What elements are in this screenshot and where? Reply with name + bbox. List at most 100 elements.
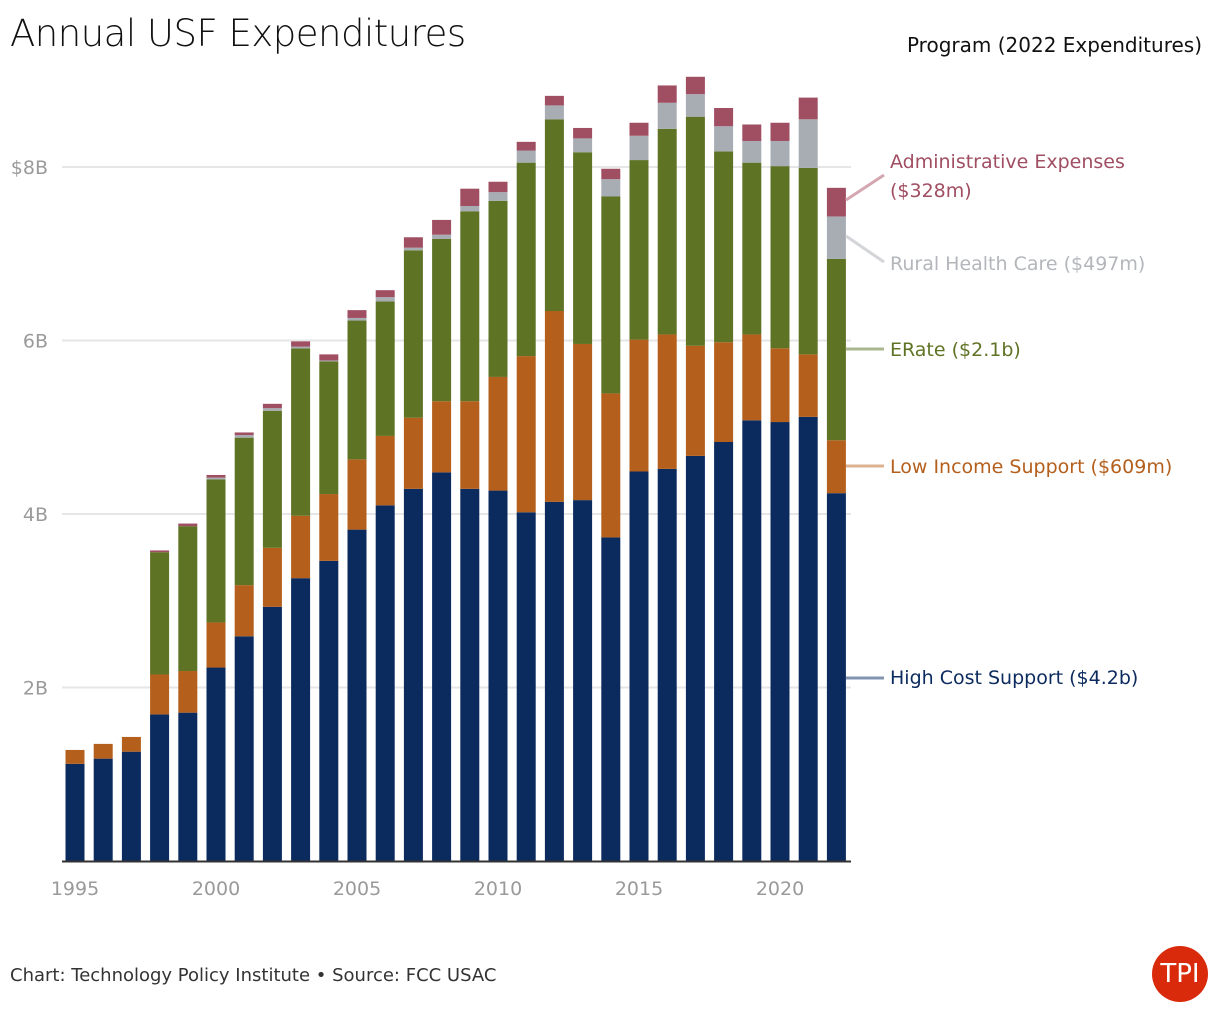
bar-segment-high-cost-support-2012 [544, 501, 564, 861]
bar-segment-rural-health-care-2013 [573, 138, 593, 153]
y-tick-label: 6B [23, 331, 48, 353]
bar-segment-administrative-expenses-2015 [629, 122, 649, 136]
bar-segment-low-income-support-2014 [601, 393, 621, 538]
bar-1996 [93, 743, 113, 861]
bar-segment-low-income-support-2005 [347, 459, 367, 530]
x-tick-label: 2005 [333, 878, 381, 900]
bar-segment-erate-2000 [206, 479, 226, 623]
bar-segment-low-income-support-2021 [798, 354, 818, 417]
bar-segment-administrative-expenses-2021 [798, 97, 818, 120]
bar-segment-rural-health-care-2017 [685, 94, 705, 117]
bar-segment-high-cost-support-1999 [178, 712, 198, 861]
bar-segment-erate-2004 [319, 361, 339, 495]
bar-2000 [206, 474, 226, 861]
bar-segment-rural-health-care-2008 [432, 234, 452, 240]
bar-segment-high-cost-support-2007 [403, 488, 423, 861]
bar-segment-low-income-support-1998 [150, 674, 170, 715]
bar-segment-rural-health-care-2014 [601, 179, 621, 197]
bar-segment-erate-2014 [601, 196, 621, 394]
bar-segment-low-income-support-2008 [432, 401, 452, 473]
bar-2014 [601, 168, 621, 861]
bar-segment-rural-health-care-2001 [234, 435, 254, 438]
bar-1997 [121, 736, 141, 861]
bar-segment-erate-2003 [291, 348, 311, 516]
bar-segment-rural-health-care-2016 [657, 102, 677, 129]
bar-segment-rural-health-care-2000 [206, 477, 226, 480]
bar-segment-high-cost-support-2006 [375, 505, 395, 861]
bar-segment-administrative-expenses-2007 [403, 237, 423, 248]
bar-segment-low-income-support-2019 [742, 334, 762, 421]
bar-segment-rural-health-care-2018 [714, 126, 734, 152]
bar-segment-erate-2002 [262, 410, 282, 548]
bar-segment-low-income-support-1997 [121, 736, 141, 752]
bar-segment-administrative-expenses-2004 [319, 354, 339, 361]
bar-segment-rural-health-care-2010 [488, 192, 508, 201]
x-tick-label: 1995 [51, 878, 99, 900]
bar-segment-high-cost-support-2015 [629, 471, 649, 861]
bar-segment-administrative-expenses-2005 [347, 310, 367, 318]
bar-segment-low-income-support-2001 [234, 585, 254, 637]
bar-2010 [488, 181, 508, 861]
bar-segment-erate-2008 [432, 239, 452, 402]
bar-2017 [685, 76, 705, 861]
bar-segment-low-income-support-2016 [657, 334, 677, 469]
bar-segment-high-cost-support-1997 [121, 751, 141, 861]
legend-title: Program (2022 Expenditures) [906, 33, 1202, 57]
label-admin-line2: ($328m) [890, 180, 972, 202]
bar-segment-rural-health-care-2004 [319, 360, 339, 362]
bar-segment-rural-health-care-2006 [375, 297, 395, 302]
bar-segment-rural-health-care-2012 [544, 105, 564, 120]
bar-segment-low-income-support-1996 [93, 743, 113, 759]
bar-segment-erate-2012 [544, 119, 564, 312]
source-credit: Chart: Technology Policy Institute • Sou… [10, 965, 497, 986]
bar-segment-erate-2011 [516, 162, 536, 357]
bar-segment-rural-health-care-2003 [291, 346, 311, 349]
bar-1998 [150, 550, 170, 861]
bar-2012 [544, 95, 564, 861]
bar-segment-rural-health-care-2019 [742, 140, 762, 163]
bar-2011 [516, 141, 536, 861]
bar-2016 [657, 85, 677, 861]
bar-segment-rural-health-care-2002 [262, 408, 282, 411]
bar-segment-low-income-support-2009 [460, 401, 480, 489]
bar-2007 [403, 237, 423, 861]
bar-segment-erate-2001 [234, 437, 254, 586]
bar-segment-rural-health-care-2009 [460, 206, 480, 212]
bar-segment-high-cost-support-2002 [262, 606, 282, 861]
bar-segment-high-cost-support-2022 [826, 493, 846, 861]
bar-segment-high-cost-support-2010 [488, 490, 508, 861]
x-tick-label: 2020 [756, 878, 804, 900]
bar-segment-administrative-expenses-2003 [291, 341, 311, 347]
bar-1995 [65, 749, 85, 861]
bar-segment-administrative-expenses-2019 [742, 124, 762, 141]
y-tick-label: 4B [23, 504, 48, 526]
bar-2022 [826, 187, 846, 861]
bar-segment-low-income-support-2010 [488, 376, 508, 491]
x-tick-label: 2000 [192, 878, 240, 900]
y-tick-label: $8B [11, 157, 48, 179]
bar-segment-erate-2006 [375, 301, 395, 436]
label-erate: ERate ($2.1b) [890, 339, 1021, 361]
bar-segment-erate-2017 [685, 116, 705, 346]
bar-1999 [178, 523, 198, 861]
bar-segment-administrative-expenses-1999 [178, 523, 198, 527]
bar-segment-administrative-expenses-2010 [488, 181, 508, 193]
bar-segment-erate-2007 [403, 250, 423, 418]
bar-segment-erate-2015 [629, 160, 649, 340]
bar-segment-administrative-expenses-2020 [770, 122, 790, 141]
bar-segment-high-cost-support-2017 [685, 455, 705, 861]
bar-segment-administrative-expenses-1998 [150, 550, 170, 553]
bar-segment-high-cost-support-2001 [234, 636, 254, 861]
bar-segment-high-cost-support-2016 [657, 468, 677, 861]
bar-segment-high-cost-support-2013 [573, 500, 593, 861]
bar-segment-administrative-expenses-2014 [601, 168, 621, 180]
x-tick-label: 2010 [474, 878, 522, 900]
bar-segment-low-income-support-1995 [65, 749, 85, 764]
bar-segment-administrative-expenses-2002 [262, 403, 282, 409]
series-labels: Administrative Expenses ($328m) Rural He… [845, 151, 1172, 689]
bar-segment-erate-2005 [347, 320, 367, 460]
bar-segment-erate-1999 [178, 526, 198, 672]
bar-2018 [714, 108, 734, 861]
bar-segment-low-income-support-2006 [375, 435, 395, 506]
bar-2019 [742, 124, 762, 861]
